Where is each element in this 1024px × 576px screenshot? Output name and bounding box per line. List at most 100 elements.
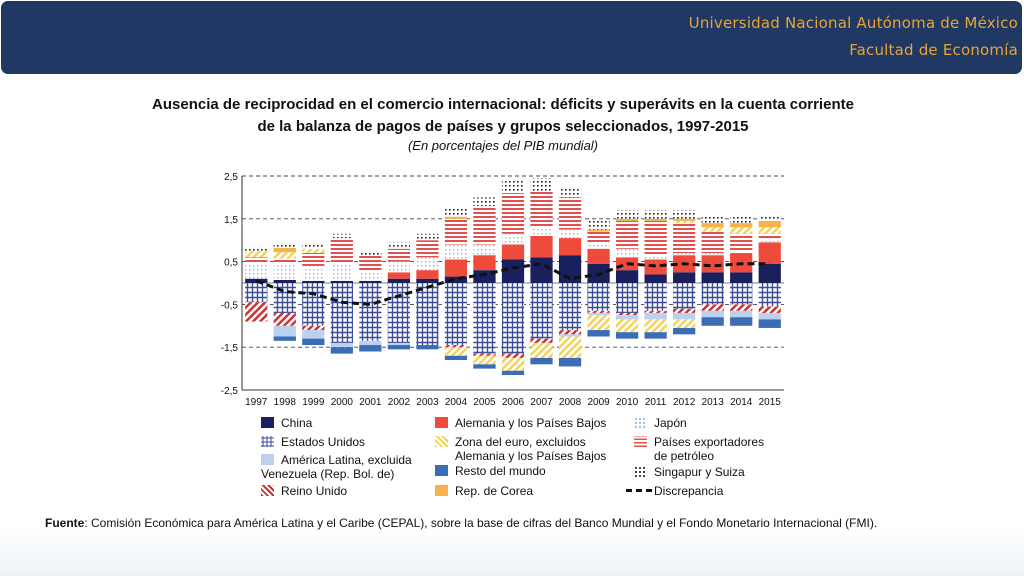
bar-singapur xyxy=(701,216,724,224)
bar-reino_unido xyxy=(730,304,753,311)
bar-reino_unido xyxy=(501,353,525,358)
bar-alemania xyxy=(387,272,411,279)
bar-japon xyxy=(302,265,325,281)
bar-america_latina xyxy=(273,325,296,337)
bar-resto_mundo xyxy=(330,347,353,354)
bar-alemania xyxy=(473,255,496,271)
x-tick-label: 2008 xyxy=(559,397,582,408)
bar-estados_unidos xyxy=(245,283,268,303)
x-tick-label: 2012 xyxy=(673,397,696,408)
bar-zona_euro xyxy=(473,355,496,365)
x-tick-label: 2011 xyxy=(645,397,667,408)
bar-singapur xyxy=(644,210,667,219)
legend-text: Reino Unido xyxy=(281,484,348,498)
bar-alemania xyxy=(501,244,525,260)
legend-text: Países exportadores xyxy=(654,435,765,449)
source-note: Fuente: Comisión Económica para América … xyxy=(45,516,877,530)
bar-resto_mundo xyxy=(701,317,724,326)
chart-title-line2: de la balanza de pagos de países y grupo… xyxy=(257,118,749,135)
faculty-name: Facultad de Economía xyxy=(849,41,1018,59)
bar-singapur xyxy=(359,250,382,256)
bar-japon xyxy=(730,250,753,254)
bar-alemania xyxy=(758,242,781,264)
bar-singapur xyxy=(302,244,325,249)
bar-zona_euro xyxy=(673,319,696,328)
bar-resto_mundo xyxy=(273,336,296,341)
bar-corea xyxy=(587,229,610,232)
bar-reino_unido xyxy=(758,306,781,313)
bar-zona_euro xyxy=(530,342,553,358)
bar-estados_unidos xyxy=(530,283,553,339)
bar-singapur xyxy=(501,180,525,194)
bar-petroleo xyxy=(473,205,496,245)
bar-corea xyxy=(701,223,724,228)
bar-estados_unidos xyxy=(730,283,753,305)
bar-estados_unidos xyxy=(501,283,525,354)
legend-label-estados_unidos: Estados Unidos xyxy=(281,435,365,449)
bar-america_latina xyxy=(330,342,353,348)
bar-america_latina xyxy=(558,334,582,337)
legend-label-reino_unido: Reino Unido xyxy=(281,484,347,498)
bar-china xyxy=(444,276,468,283)
bar-reino_unido xyxy=(701,304,724,311)
bar-resto_mundo xyxy=(587,330,610,337)
bar-alemania xyxy=(444,259,468,277)
legend-text: Resto del mundo xyxy=(455,464,546,478)
x-tick-label: 2003 xyxy=(416,397,439,408)
x-tick-label: 2015 xyxy=(759,397,782,408)
bar-estados_unidos xyxy=(444,283,468,346)
bar-japon xyxy=(530,227,553,236)
bar-resto_mundo xyxy=(416,345,439,350)
bar-resto_mundo xyxy=(615,332,639,339)
bar-reino_unido xyxy=(444,345,468,348)
bar-china xyxy=(387,278,411,283)
legend-text: Alemania y los Países Bajos xyxy=(455,416,607,430)
bar-estados_unidos xyxy=(615,283,639,313)
bar-america_latina xyxy=(387,342,411,346)
chart-subtitle: (En porcentajes del PIB mundial) xyxy=(407,138,599,153)
legend-swatch-corea xyxy=(435,485,448,496)
bar-japon xyxy=(558,229,582,239)
bar-america_latina xyxy=(758,312,781,320)
bar-petroleo xyxy=(359,255,382,271)
bar-petroleo xyxy=(444,218,468,245)
bar-japon xyxy=(758,238,781,243)
bar-zona_euro xyxy=(245,250,268,258)
bar-alemania xyxy=(530,235,553,258)
bar-estados_unidos xyxy=(673,283,696,309)
bar-alemania xyxy=(558,238,582,256)
bar-reino_unido xyxy=(245,302,268,322)
x-tick-label: 1997 xyxy=(245,397,268,408)
bar-estados_unidos xyxy=(473,283,496,354)
bar-petroleo xyxy=(758,233,781,239)
bar-singapur xyxy=(473,197,496,206)
legend-swatch-discrepancia xyxy=(626,489,652,492)
bar-zona_euro xyxy=(558,336,582,358)
y-tick-label: -0,5 xyxy=(221,300,239,311)
legend-swatch-resto_mundo xyxy=(435,465,448,476)
bar-resto_mundo xyxy=(387,345,411,350)
bar-china xyxy=(758,263,781,283)
bar-corea xyxy=(444,216,468,219)
bar-america_latina xyxy=(615,315,639,320)
bar-zona_euro xyxy=(302,248,325,254)
bar-resto_mundo xyxy=(758,319,781,328)
bar-china xyxy=(615,270,639,283)
bar-singapur xyxy=(416,233,439,241)
bar-petroleo xyxy=(330,238,353,264)
bar-china xyxy=(416,278,439,283)
legend-text-line2: de petróleo xyxy=(654,449,715,463)
bar-estados_unidos xyxy=(302,283,325,326)
bar-zona_euro xyxy=(730,227,753,234)
bar-estados_unidos xyxy=(587,283,610,311)
bar-petroleo xyxy=(273,258,296,263)
bar-china xyxy=(359,280,382,283)
legend-label-japon: Japón xyxy=(654,416,687,430)
bar-petroleo xyxy=(558,197,582,230)
legend-label-petroleo: Países exportadores de petróleo xyxy=(654,435,764,463)
bar-zona_euro xyxy=(673,220,696,224)
legend-text: China xyxy=(281,416,313,430)
x-tick-label: 2005 xyxy=(473,397,496,408)
bar-japon xyxy=(330,263,353,281)
bar-japon xyxy=(444,244,468,260)
